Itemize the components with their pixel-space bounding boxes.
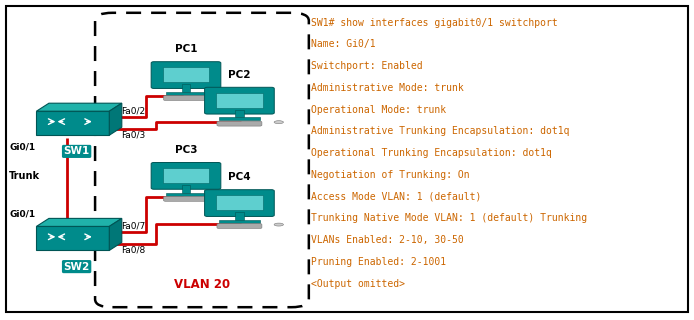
Text: PC1: PC1	[175, 44, 197, 54]
Text: Operational Trunking Encapsulation: dot1q: Operational Trunking Encapsulation: dot1…	[311, 148, 552, 158]
Polygon shape	[36, 218, 122, 227]
FancyBboxPatch shape	[164, 196, 208, 201]
Polygon shape	[36, 103, 122, 111]
Text: Trunking Native Mode VLAN: 1 (default) Trunking: Trunking Native Mode VLAN: 1 (default) T…	[311, 213, 587, 223]
Text: Operational Mode: trunk: Operational Mode: trunk	[311, 105, 446, 115]
Text: Name: Gi0/1: Name: Gi0/1	[311, 39, 375, 49]
FancyBboxPatch shape	[205, 87, 274, 114]
Text: <Output omitted>: <Output omitted>	[311, 279, 405, 289]
Text: Trunk: Trunk	[9, 171, 40, 181]
Text: Pruning Enabled: 2-1001: Pruning Enabled: 2-1001	[311, 257, 446, 267]
Text: Administrative Trunking Encapsulation: dot1q: Administrative Trunking Encapsulation: d…	[311, 126, 569, 136]
Text: Fa0/8: Fa0/8	[121, 245, 146, 254]
Polygon shape	[110, 103, 122, 135]
Bar	[163, 168, 209, 183]
FancyBboxPatch shape	[217, 224, 262, 228]
Text: Administrative Mode: trunk: Administrative Mode: trunk	[311, 83, 464, 93]
Polygon shape	[36, 227, 110, 250]
Ellipse shape	[274, 223, 283, 226]
Text: Gi0/1: Gi0/1	[10, 143, 36, 152]
FancyBboxPatch shape	[164, 96, 208, 100]
Bar	[219, 117, 260, 120]
FancyBboxPatch shape	[205, 190, 274, 216]
Ellipse shape	[221, 95, 230, 98]
Text: PC4: PC4	[228, 172, 251, 182]
Bar	[235, 212, 244, 220]
Text: Access Mode VLAN: 1 (default): Access Mode VLAN: 1 (default)	[311, 192, 481, 202]
Text: Fa0/3: Fa0/3	[121, 130, 146, 139]
FancyBboxPatch shape	[151, 163, 221, 189]
Bar	[219, 220, 260, 223]
FancyBboxPatch shape	[95, 13, 309, 307]
Text: PC3: PC3	[175, 145, 197, 155]
Bar	[217, 93, 262, 108]
Text: Negotiation of Trunking: On: Negotiation of Trunking: On	[311, 170, 470, 180]
Text: SW2: SW2	[63, 262, 90, 272]
Bar	[235, 110, 244, 117]
Ellipse shape	[221, 196, 230, 199]
Ellipse shape	[274, 121, 283, 124]
Bar	[163, 67, 209, 82]
Text: Gi0/1: Gi0/1	[10, 210, 36, 219]
Bar	[217, 195, 262, 210]
Bar	[166, 193, 206, 196]
Text: Switchport: Enabled: Switchport: Enabled	[311, 61, 423, 71]
Polygon shape	[36, 111, 110, 135]
Text: VLANs Enabled: 2-10, 30-50: VLANs Enabled: 2-10, 30-50	[311, 235, 464, 245]
FancyBboxPatch shape	[151, 62, 221, 88]
Text: PC2: PC2	[228, 70, 251, 80]
Text: SW1# show interfaces gigabit0/1 switchport: SW1# show interfaces gigabit0/1 switchpo…	[311, 18, 558, 28]
Text: VLAN 20: VLAN 20	[174, 278, 230, 291]
Bar	[182, 84, 190, 92]
Bar	[166, 92, 206, 95]
Text: Fa0/2: Fa0/2	[121, 107, 146, 116]
Bar	[182, 185, 190, 193]
Polygon shape	[110, 218, 122, 250]
Text: SW1: SW1	[63, 147, 90, 156]
FancyBboxPatch shape	[217, 121, 262, 126]
Text: Fa0/7: Fa0/7	[121, 222, 146, 231]
